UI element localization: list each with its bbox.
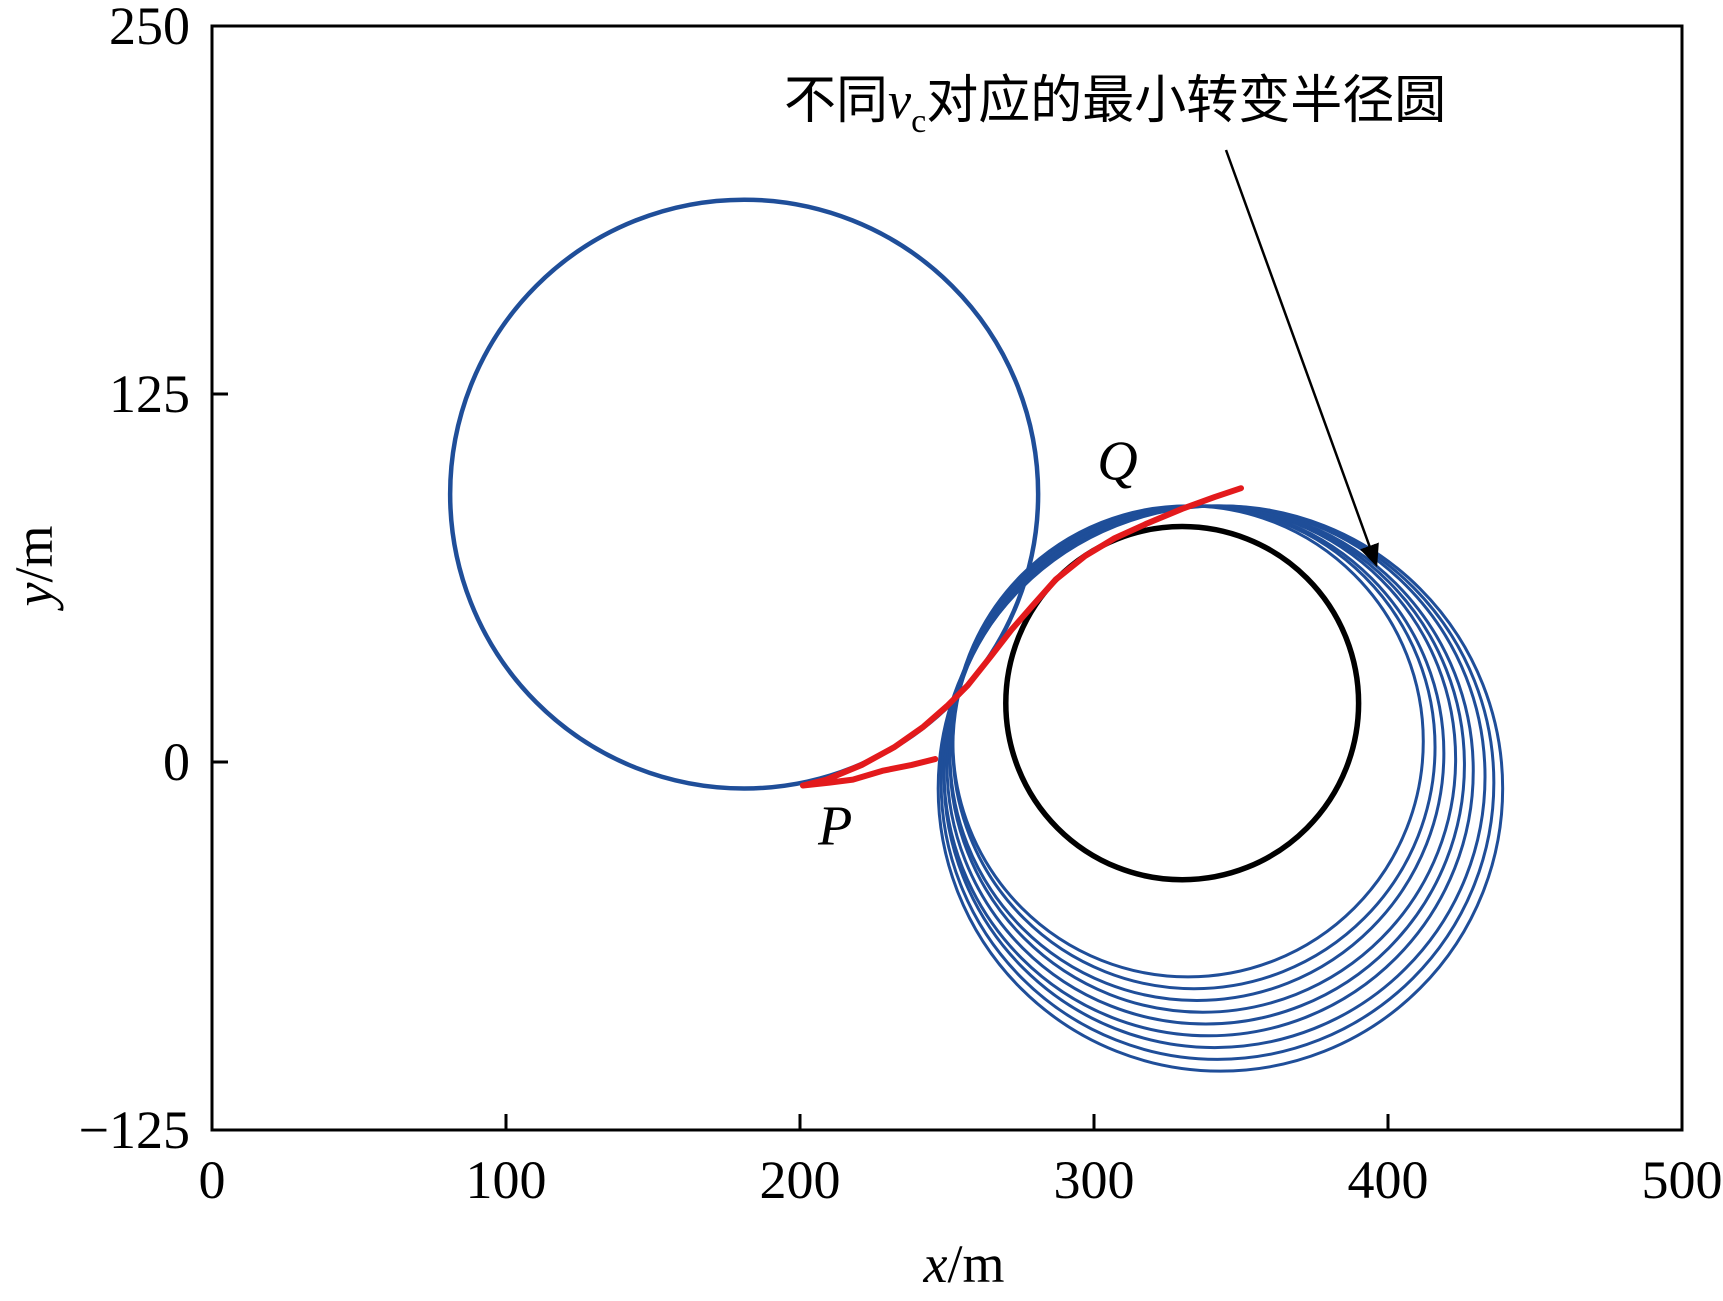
annotation-var: v xyxy=(888,73,912,130)
y-axis-var: y xyxy=(4,582,64,611)
x-axis-label: x/m xyxy=(923,1234,1005,1294)
y-tick-label: 0 xyxy=(163,732,190,792)
large-circle xyxy=(447,197,1041,791)
annotation-text-after: 对应的最小转变半径圆 xyxy=(926,73,1446,130)
path-line xyxy=(799,485,1244,789)
annotation-arrow xyxy=(1224,149,1379,568)
x-tick-label: 300 xyxy=(1054,1150,1135,1210)
y-axis-label: y/m xyxy=(4,526,64,612)
x-tick-label: 0 xyxy=(199,1150,226,1210)
y-tick-label: 250 xyxy=(109,0,190,56)
y-tick-label: 125 xyxy=(109,364,190,424)
point-label-q: Q xyxy=(1097,430,1137,492)
axis-ticks xyxy=(212,392,1390,1130)
y-axis-unit: /m xyxy=(4,526,64,583)
plot-series xyxy=(447,197,1505,1073)
annotation-subscript: c xyxy=(911,103,926,140)
plot-frame xyxy=(210,24,1684,1132)
min-turning-circle-9 xyxy=(936,504,1505,1073)
x-axis-unit: /m xyxy=(947,1234,1004,1294)
y-tick-label: −125 xyxy=(79,1100,190,1160)
x-tick-label: 100 xyxy=(466,1150,547,1210)
x-tick-label: 400 xyxy=(1348,1150,1429,1210)
x-axis-var: x xyxy=(923,1234,948,1294)
x-tick-label: 200 xyxy=(760,1150,841,1210)
x-tick-label: 500 xyxy=(1642,1150,1723,1210)
target-circle xyxy=(1003,523,1362,883)
point-label-p: P xyxy=(817,795,852,857)
annotation-text-before: 不同 xyxy=(784,73,888,130)
annotation-text: 不同vc对应的最小转变半径圆 xyxy=(784,73,1446,140)
